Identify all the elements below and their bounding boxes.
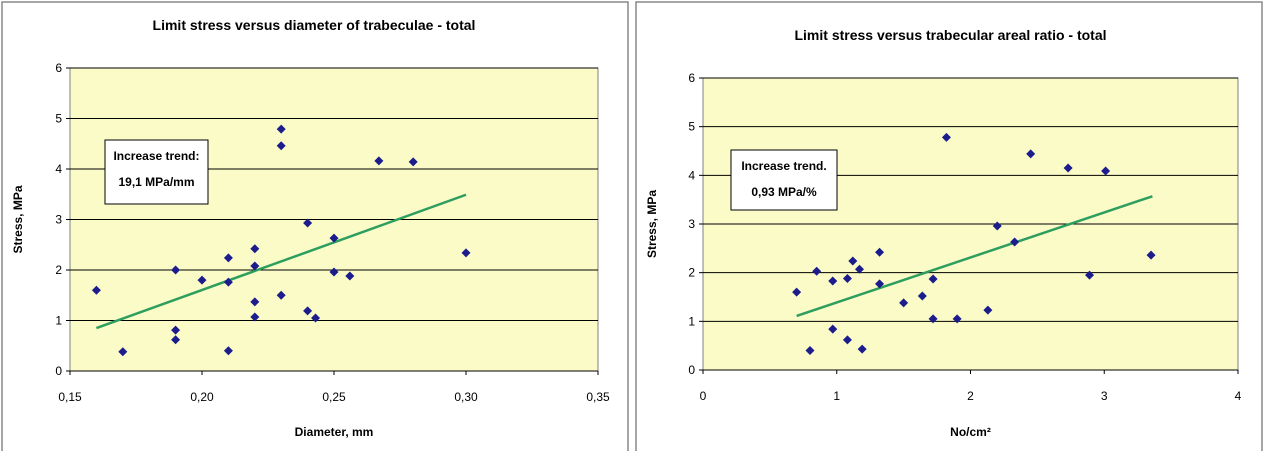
x-tick-label: 4 [1235, 389, 1242, 403]
y-tick-label: 3 [55, 213, 62, 227]
y-axis-title: Stress, MPa [645, 190, 659, 258]
data-point [983, 305, 993, 315]
y-tick-label: 1 [55, 314, 62, 328]
data-point [461, 248, 471, 258]
data-point [928, 314, 938, 324]
data-point [1026, 149, 1036, 159]
data-point [250, 297, 260, 307]
data-point [1010, 237, 1020, 247]
x-tick-label: 0,35 [586, 390, 610, 404]
data-point [917, 291, 927, 301]
y-tick-label: 5 [688, 120, 695, 134]
data-point [941, 132, 951, 142]
data-point [875, 279, 885, 289]
data-point [992, 221, 1002, 231]
data-point [303, 306, 313, 316]
data-point [276, 141, 286, 151]
y-tick-label: 6 [55, 61, 62, 75]
data-point [842, 335, 852, 345]
annotation-text: Increase trend. [741, 159, 826, 173]
data-point [857, 344, 867, 354]
data-point [223, 277, 233, 287]
y-axis-title: Stress, MPa [11, 185, 25, 253]
y-tick-label: 0 [55, 364, 62, 378]
trend-line [796, 195, 1153, 318]
data-point [952, 314, 962, 324]
annotation-text: Increase trend: [113, 149, 199, 163]
x-tick-label: 2 [967, 389, 974, 403]
data-point [303, 218, 313, 228]
data-point [118, 347, 128, 357]
data-point [899, 298, 909, 308]
data-point [171, 335, 181, 345]
data-point [250, 244, 260, 254]
data-point [812, 266, 822, 276]
data-point [91, 285, 101, 295]
data-point [311, 313, 321, 323]
data-point [805, 346, 815, 356]
data-point [197, 275, 207, 285]
data-point [345, 271, 355, 281]
x-tick-label: 0,15 [58, 390, 82, 404]
x-axis-title: No/cm² [950, 425, 991, 439]
annotation-text: 19,1 MPa/mm [118, 175, 194, 189]
data-point [792, 287, 802, 297]
x-tick-label: 0 [700, 389, 707, 403]
data-point [928, 274, 938, 284]
data-point [1063, 163, 1073, 173]
data-point [374, 156, 384, 166]
data-point [848, 256, 858, 266]
x-tick-label: 0,25 [322, 390, 346, 404]
y-tick-label: 0 [688, 363, 695, 377]
data-point [1085, 270, 1095, 280]
x-axis-title: Diameter, mm [295, 425, 374, 439]
y-tick-label: 2 [55, 263, 62, 277]
data-point [250, 261, 260, 271]
data-point [329, 233, 339, 243]
data-point [854, 264, 864, 274]
chart-title: Limit stress versus diameter of trabecul… [153, 17, 476, 33]
data-point [828, 324, 838, 334]
y-tick-label: 3 [688, 217, 695, 231]
y-tick-label: 4 [55, 162, 62, 176]
y-tick-label: 5 [55, 112, 62, 126]
data-point [223, 346, 233, 356]
y-tick-label: 6 [688, 71, 695, 85]
chart-title: Limit stress versus trabecular areal rat… [794, 27, 1106, 43]
y-tick-label: 4 [688, 168, 695, 182]
annotation-box [730, 149, 838, 211]
data-point [276, 290, 286, 300]
chart: Limit stress versus trabecular areal rat… [635, 1, 1263, 451]
data-point [223, 253, 233, 263]
data-point [171, 325, 181, 335]
data-point [1101, 166, 1111, 176]
data-point [329, 267, 339, 277]
annotation-box [104, 139, 209, 205]
x-tick-label: 0,20 [190, 390, 214, 404]
data-point [250, 312, 260, 322]
data-point [842, 274, 852, 284]
x-tick-label: 1 [833, 389, 840, 403]
data-point [828, 276, 838, 286]
y-tick-label: 2 [688, 266, 695, 280]
data-point [171, 265, 181, 275]
trend-line [95, 193, 467, 330]
x-tick-label: 3 [1101, 389, 1108, 403]
annotation-text: 0,93 MPa/% [751, 185, 817, 199]
data-point [276, 124, 286, 134]
y-tick-label: 1 [688, 314, 695, 328]
data-point [408, 157, 418, 167]
data-point [1146, 250, 1156, 260]
data-point [875, 247, 885, 257]
chart: Limit stress versus diameter of trabecul… [1, 1, 629, 451]
x-tick-label: 0,30 [454, 390, 478, 404]
